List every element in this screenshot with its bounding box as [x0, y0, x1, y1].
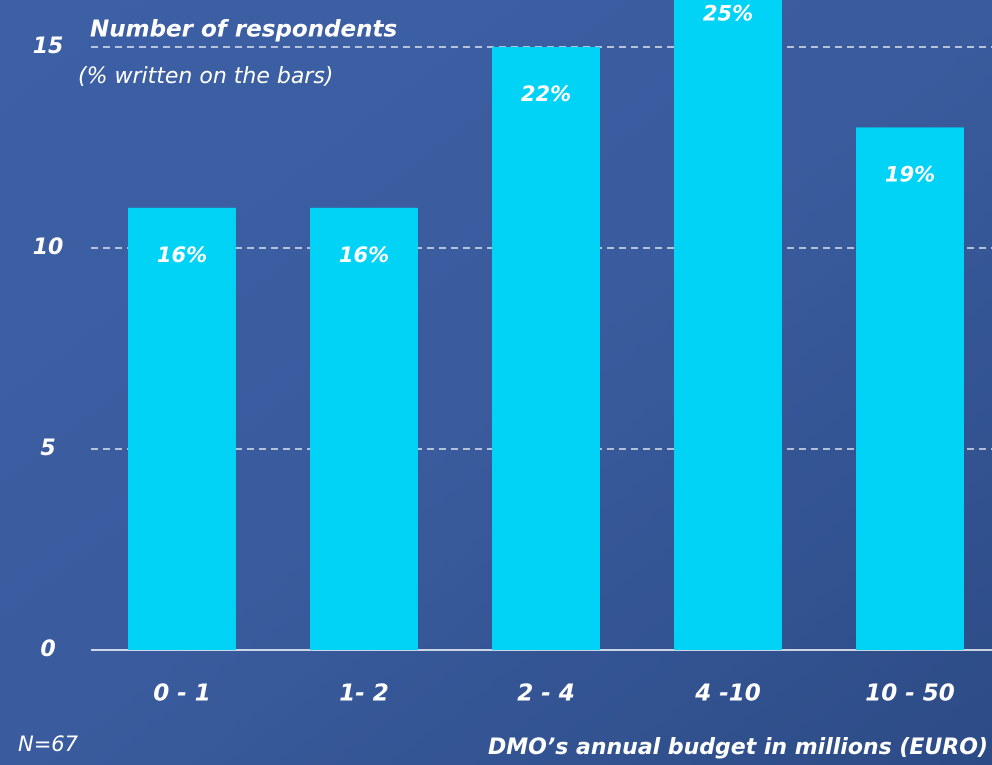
bar	[856, 127, 964, 650]
value-label: 16%	[339, 243, 389, 267]
y-tick-label: 0	[40, 637, 55, 662]
x-tick-label: 1- 2	[339, 681, 389, 707]
bar	[492, 47, 600, 650]
y-tick-label: 15	[33, 34, 64, 59]
x-tick-label: 2 - 4	[517, 681, 575, 707]
value-label: 19%	[885, 162, 935, 186]
bar	[128, 207, 236, 651]
chart-subtitle: (% written on the bars)	[78, 64, 333, 89]
x-tick-label: 10 - 50	[865, 681, 955, 707]
y-tick-label: 10	[33, 235, 64, 260]
value-label: 16%	[157, 243, 207, 267]
x-tick-label: 4 -10	[694, 681, 761, 707]
bar	[674, 0, 782, 651]
x-axis-label: DMO’s annual budget in millions (EURO)	[488, 735, 988, 760]
x-tick-label: 0 - 1	[153, 681, 211, 707]
value-label: 22%	[521, 82, 571, 106]
value-label: 25%	[703, 2, 753, 26]
chart-title: Number of respondents	[90, 17, 397, 43]
y-tick-label: 5	[40, 436, 55, 461]
note: N=67	[18, 732, 79, 756]
bar	[310, 207, 418, 651]
